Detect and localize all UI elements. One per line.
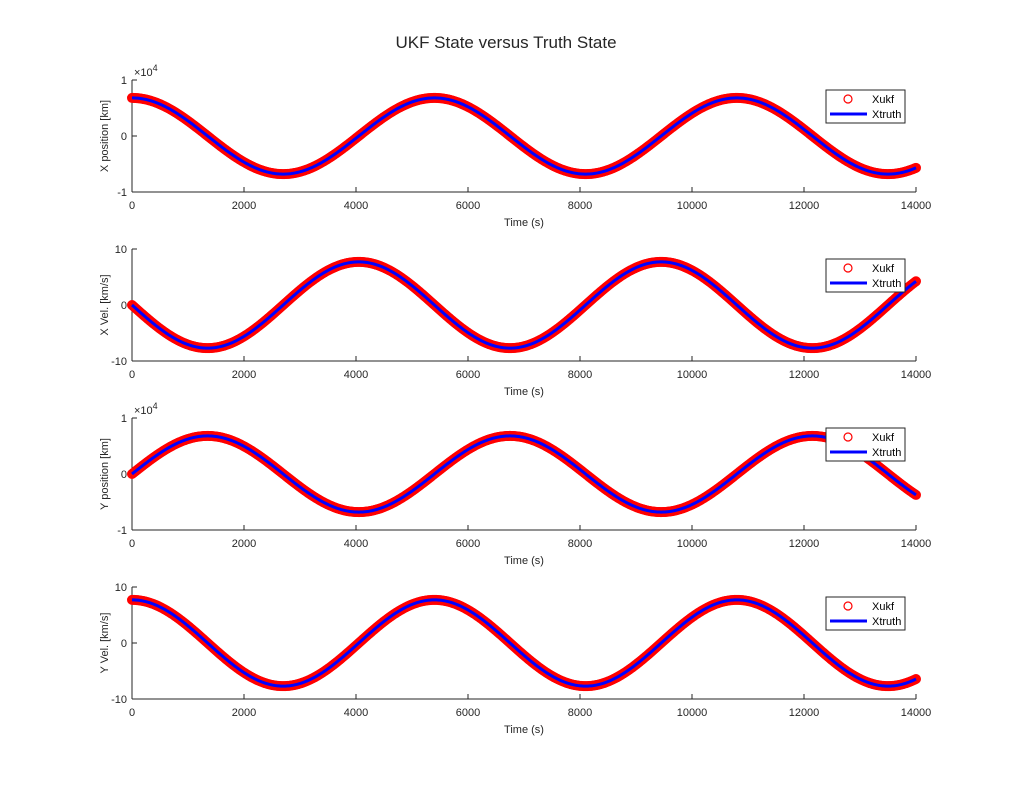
x-tick-label: 10000 <box>677 707 708 719</box>
x-axis-label: Time (s) <box>504 386 544 398</box>
x-tick-label: 12000 <box>789 538 820 550</box>
x-tick-label: 10000 <box>677 369 708 381</box>
legend-xukf-label: Xukf <box>872 601 895 613</box>
x-tick-label: 8000 <box>568 538 592 550</box>
y-axis-label: Y position [km] <box>99 438 111 510</box>
xukf-marker <box>910 162 921 173</box>
legend-xukf-marker <box>843 94 853 104</box>
y-tick-label: 1 <box>121 413 127 425</box>
x-tick-label: 4000 <box>344 200 368 212</box>
figure-title: UKF State versus Truth State <box>395 33 616 52</box>
subplot-y-velocity: 0 2000 4000 6000 8000 10000 12000 14000-10010Ti… <box>99 582 931 736</box>
legend: Xukf Xtruth <box>825 596 906 631</box>
y-tick-label: 10 <box>115 582 127 594</box>
x-tick-label: 4000 <box>344 369 368 381</box>
y-tick-label: 0 <box>121 469 127 481</box>
series-xtruth-line <box>131 598 917 688</box>
x-tick-label: 14000 <box>901 538 932 550</box>
legend-xtruth-label: Xtruth <box>872 616 901 628</box>
legend-xtruth-label: Xtruth <box>872 447 901 459</box>
x-tick-label: 0 <box>129 707 135 719</box>
legend: Xukf Xtruth <box>825 89 906 124</box>
y-exponent-label: ×104 <box>134 63 158 79</box>
x-tick-label: 6000 <box>456 538 480 550</box>
y-tick-label: 1 <box>121 75 127 87</box>
y-tick-label: -10 <box>111 356 127 368</box>
x-tick-label: 6000 <box>456 369 480 381</box>
x-tick-label: 12000 <box>789 200 820 212</box>
y-tick-label: 0 <box>121 131 127 143</box>
y-tick-label: 0 <box>121 638 127 650</box>
legend-xtruth-label: Xtruth <box>872 278 901 290</box>
series-xukf <box>127 92 921 180</box>
x-tick-label: 2000 <box>232 707 256 719</box>
xukf-marker <box>910 276 921 287</box>
series-xukf <box>127 256 921 354</box>
series-xtruth-line <box>131 434 917 514</box>
x-tick-label: 2000 <box>232 369 256 381</box>
xukf-marker <box>910 489 921 500</box>
x-tick-label: 12000 <box>789 369 820 381</box>
x-tick-label: 12000 <box>789 707 820 719</box>
x-tick-label: 6000 <box>456 707 480 719</box>
x-tick-label: 6000 <box>456 200 480 212</box>
legend-box <box>825 89 906 124</box>
x-tick-label: 2000 <box>232 538 256 550</box>
legend-xukf-marker <box>843 432 853 442</box>
y-axis-label: X position [km] <box>99 100 111 172</box>
x-axis-label: Time (s) <box>504 724 544 736</box>
x-tick-label: 10000 <box>677 538 708 550</box>
x-tick-label: 4000 <box>344 538 368 550</box>
y-tick-label: 10 <box>115 244 127 256</box>
x-tick-label: 14000 <box>901 707 932 719</box>
y-tick-label: -1 <box>117 187 127 199</box>
series-xukf <box>127 594 921 692</box>
series-xtruth-line <box>131 96 917 176</box>
legend-box <box>825 258 906 293</box>
x-tick-label: 14000 <box>901 200 932 212</box>
legend-xukf-label: Xukf <box>872 94 895 106</box>
x-tick-label: 8000 <box>568 200 592 212</box>
y-tick-label: 0 <box>121 300 127 312</box>
series-xtruth-line <box>131 260 917 350</box>
x-axis-label: Time (s) <box>504 217 544 229</box>
legend-xukf-marker <box>843 601 853 611</box>
subplot-x-position: 0 2000 4000 6000 8000 10000 12000 14000-101×104… <box>99 63 931 229</box>
y-exponent-label: ×104 <box>134 401 158 417</box>
legend: Xukf Xtruth <box>825 427 906 462</box>
subplot-y-position: 0 2000 4000 6000 8000 10000 12000 14000-101×104… <box>99 401 931 567</box>
legend-box <box>825 596 906 631</box>
x-tick-label: 8000 <box>568 707 592 719</box>
subplot-x-velocity: 0 2000 4000 6000 8000 10000 12000 14000-10010Ti… <box>99 244 931 398</box>
y-tick-label: -1 <box>117 525 127 537</box>
legend-xukf-marker <box>843 263 853 273</box>
legend-box <box>825 427 906 462</box>
legend: Xukf Xtruth <box>825 258 906 293</box>
x-tick-label: 4000 <box>344 707 368 719</box>
y-axis-label: X Vel. [km/s] <box>99 274 111 335</box>
legend-xukf-label: Xukf <box>872 432 895 444</box>
x-tick-label: 10000 <box>677 200 708 212</box>
y-tick-label: -10 <box>111 694 127 706</box>
x-tick-label: 14000 <box>901 369 932 381</box>
y-axis-label: Y Vel. [km/s] <box>99 613 111 674</box>
x-tick-label: 0 <box>129 369 135 381</box>
x-tick-label: 8000 <box>568 369 592 381</box>
x-tick-label: 0 <box>129 200 135 212</box>
x-tick-label: 2000 <box>232 200 256 212</box>
legend-xtruth-label: Xtruth <box>872 109 901 121</box>
series-xukf <box>127 430 921 518</box>
x-axis-label: Time (s) <box>504 555 544 567</box>
legend-xukf-label: Xukf <box>872 263 895 275</box>
xukf-marker <box>910 674 921 685</box>
x-tick-label: 0 <box>129 538 135 550</box>
